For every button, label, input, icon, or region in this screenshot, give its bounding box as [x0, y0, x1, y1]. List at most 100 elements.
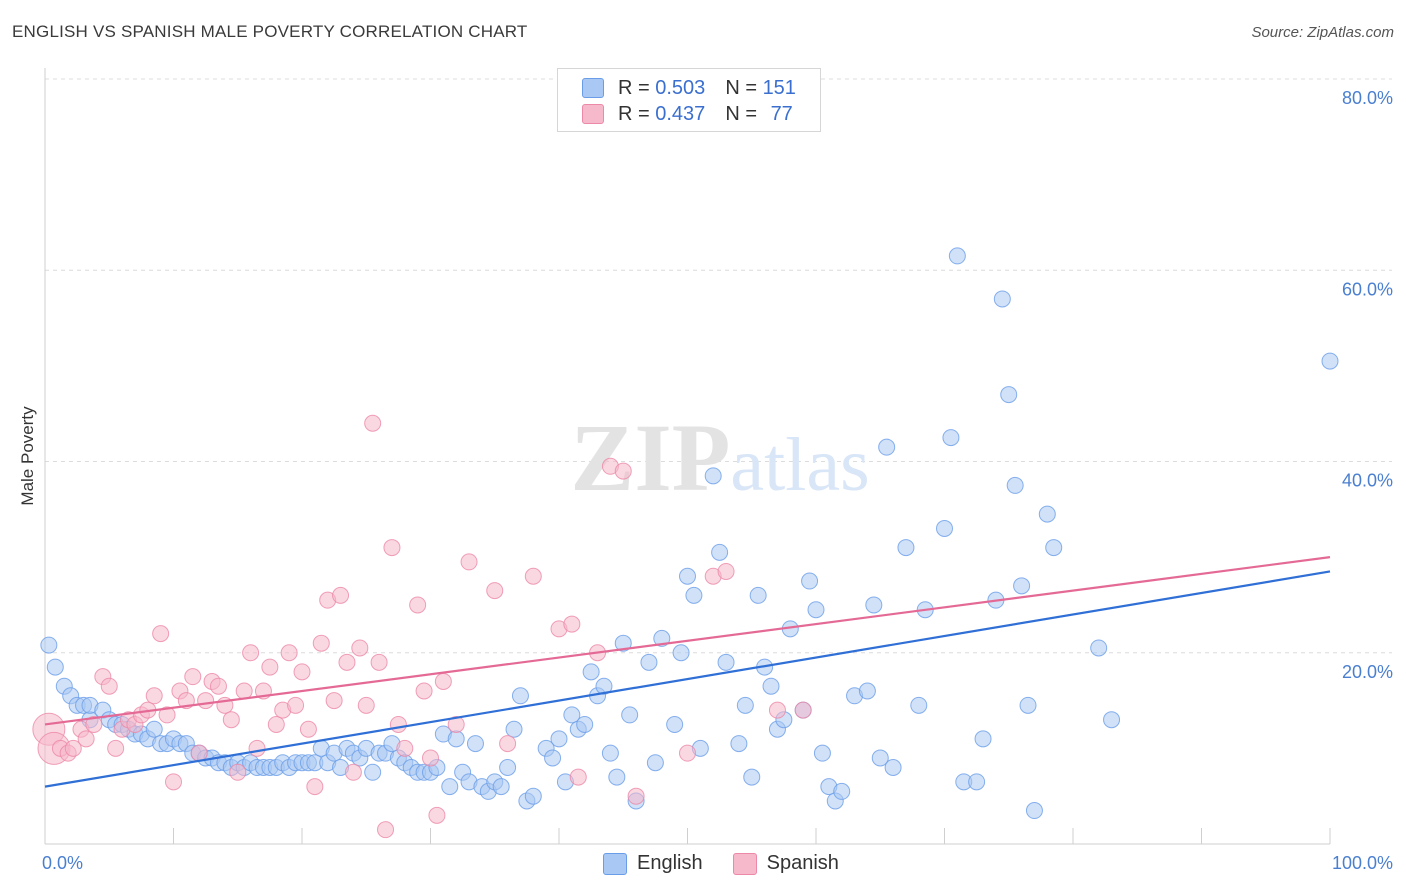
english-point	[499, 759, 517, 776]
spanish-point	[261, 658, 279, 676]
english-point	[1045, 539, 1063, 557]
spanish-point	[422, 749, 439, 767]
english-point	[813, 744, 831, 762]
english-point	[942, 429, 960, 447]
english-point	[871, 749, 889, 767]
english-point	[653, 629, 671, 647]
english-points	[40, 247, 1339, 820]
spanish-point	[85, 715, 103, 733]
english-point	[1019, 696, 1037, 714]
spanish-point	[248, 739, 266, 757]
spanish-point	[627, 787, 645, 805]
spanish-point	[165, 773, 182, 791]
spanish-point	[524, 567, 542, 585]
english-point	[672, 644, 690, 662]
spanish-point	[209, 677, 227, 695]
legend-n-value: 151	[762, 76, 796, 99]
spanish-point	[447, 715, 465, 733]
spanish-point	[184, 668, 202, 686]
grid-lines	[45, 78, 1392, 654]
english-point	[524, 787, 542, 805]
spanish-point	[486, 582, 504, 600]
source-label: Source: ZipAtlas.com	[1251, 24, 1394, 41]
english-point	[730, 735, 748, 753]
english-point	[704, 467, 722, 485]
english-point	[884, 759, 902, 776]
bottom-legend-label: Spanish	[766, 852, 839, 874]
english-point	[608, 768, 626, 786]
english-point	[40, 636, 58, 654]
legend-n-value: 77	[770, 102, 793, 125]
spanish-point	[107, 739, 125, 757]
spanish-trend-line	[44, 556, 1331, 726]
english-point	[145, 720, 163, 738]
english-point	[685, 586, 703, 604]
spanish-point	[499, 735, 517, 753]
english-point	[544, 749, 562, 767]
bottom-legend-label: English	[637, 852, 703, 874]
spanish-swatch	[582, 104, 604, 124]
english-point	[910, 696, 928, 714]
spanish-point	[679, 744, 696, 762]
english-point	[711, 543, 729, 561]
bottom-legend: English Spanish	[603, 852, 869, 875]
english-point	[1321, 352, 1339, 370]
english-point	[897, 539, 915, 557]
english-point	[595, 677, 613, 695]
spanish-point	[306, 778, 324, 796]
spanish-point	[409, 596, 427, 614]
legend-n-label: N =	[725, 76, 763, 99]
spanish-point	[370, 653, 388, 671]
english-point	[601, 744, 619, 762]
english-swatch	[603, 852, 627, 875]
english-point	[640, 653, 658, 671]
legend-r-value: 0.437	[655, 102, 706, 125]
english-point	[993, 290, 1011, 308]
spanish-point	[325, 692, 343, 710]
english-point	[974, 730, 992, 748]
spanish-point	[415, 682, 433, 700]
spanish-point	[158, 706, 176, 724]
english-point	[858, 682, 876, 700]
english-point	[749, 586, 767, 604]
spanish-point	[563, 615, 581, 633]
legend-row-spanish: R = 0.437 N = 77	[582, 101, 793, 127]
watermark: ZIPatlas	[570, 404, 869, 511]
spanish-point	[100, 677, 118, 695]
y-tick-label: 20.0%	[1342, 662, 1393, 682]
english-point	[563, 706, 581, 724]
english-point	[441, 778, 459, 796]
english-point	[511, 687, 529, 705]
english-point	[621, 706, 639, 724]
trend-lines	[44, 556, 1331, 788]
english-point	[492, 778, 510, 796]
english-point	[936, 519, 953, 537]
spanish-point	[614, 462, 632, 480]
spanish-point	[145, 687, 163, 705]
spanish-point	[389, 715, 407, 733]
english-point	[878, 438, 896, 456]
legend-r-label: R =	[618, 102, 656, 125]
spanish-point	[312, 634, 330, 652]
english-point	[679, 567, 696, 585]
spanish-point	[377, 821, 395, 839]
spanish-point	[338, 653, 356, 671]
spanish-point	[222, 711, 240, 729]
english-point	[736, 696, 754, 714]
spanish-point	[460, 553, 478, 571]
y-tick-label: 80.0%	[1342, 88, 1393, 108]
english-point	[447, 730, 465, 748]
spanish-point	[64, 739, 82, 757]
english-point	[1090, 639, 1108, 657]
bottom-legend-spanish: Spanish	[732, 852, 839, 875]
spanish-point	[434, 672, 452, 690]
spanish-point	[152, 625, 170, 643]
spanish-point	[267, 715, 285, 733]
legend: R = 0.503 N = 151 R = 0.437 N = 77	[557, 68, 821, 132]
spanish-point	[235, 682, 253, 700]
spanish-point	[242, 644, 260, 662]
english-point	[582, 663, 600, 681]
spanish-point	[768, 701, 786, 719]
legend-r-label: R =	[618, 76, 656, 99]
english-point	[576, 715, 594, 733]
